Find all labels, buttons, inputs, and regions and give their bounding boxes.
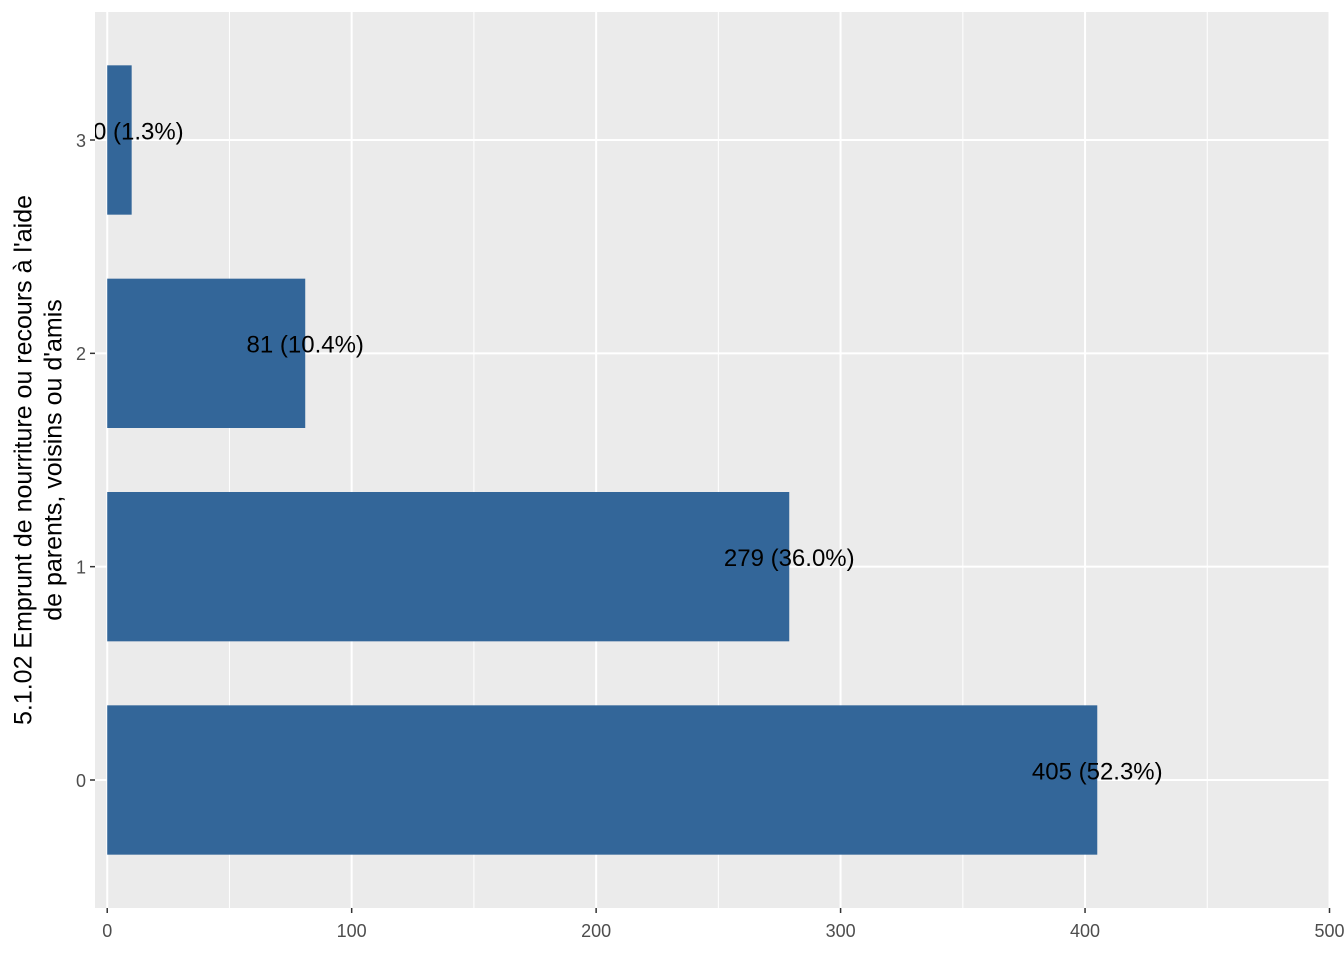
bar (107, 492, 790, 642)
y-title: 5.1.02 Emprunt de nourriture ou recours … (10, 195, 68, 725)
bar (107, 65, 132, 215)
y-title-line: de parents, voisins ou d'amis (40, 299, 68, 621)
marks: 405 (52.3%) 279 (36.0%) 81 (10.4%) 10 (1.3%… (80, 65, 1163, 855)
bar (107, 278, 306, 428)
y-tick-label: 3 (76, 131, 86, 151)
value-label: 10 (1.3%) (80, 118, 184, 145)
x-tick-label: 0 (102, 921, 112, 941)
x-tick-label: 100 (337, 921, 367, 941)
x-tick-label: 200 (581, 921, 611, 941)
y-tick-label: 0 (76, 771, 86, 791)
value-label: 405 (52.3%) (1032, 758, 1163, 785)
value-label: 81 (10.4%) (247, 332, 364, 359)
x-tick-label: 400 (1070, 921, 1100, 941)
y-tick-label: 2 (76, 344, 86, 364)
x-tick-label: 300 (826, 921, 856, 941)
y-tick-label: 1 (76, 557, 86, 577)
bar (107, 705, 1098, 855)
y-title-line: 5.1.02 Emprunt de nourriture ou recours … (10, 195, 38, 725)
x-tick-label: 500 (1314, 921, 1344, 941)
value-label: 279 (36.0%) (724, 545, 855, 572)
